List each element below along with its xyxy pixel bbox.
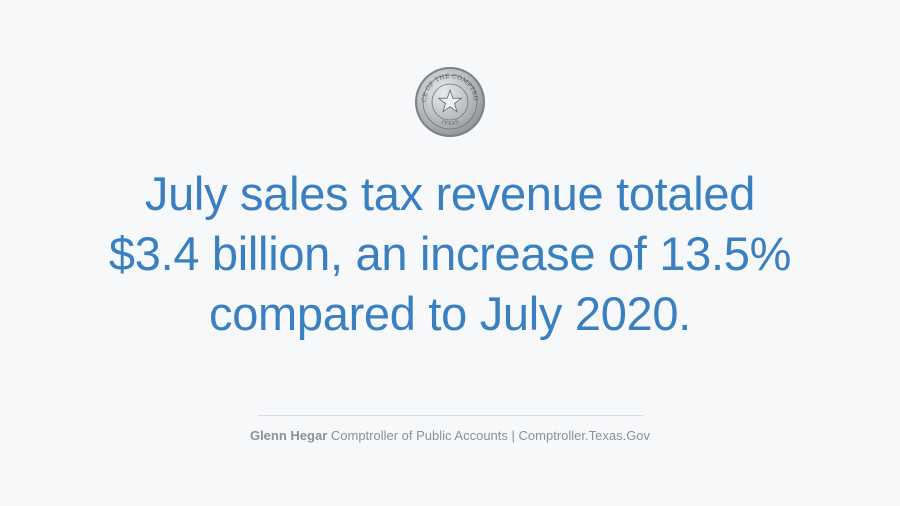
footer: Glenn Hegar Comptroller of Public Accoun…	[180, 428, 720, 443]
footer-separator: |	[511, 428, 515, 443]
headline: July sales tax revenue totaled $3.4 bill…	[40, 164, 860, 344]
footer-title: Comptroller of Public Accounts	[330, 428, 508, 443]
svg-text:TEXAS: TEXAS	[440, 119, 461, 127]
star-icon	[437, 88, 463, 113]
headline-line-3: compared to July 2020.	[209, 287, 691, 340]
headline-line-2: $3.4 billion, an increase of 13.5%	[108, 227, 792, 280]
headline-line-1: July sales tax revenue totaled	[144, 167, 756, 220]
seal-bottom-text: TEXAS	[440, 119, 460, 127]
footer-website: Comptroller.Texas.Gov	[518, 428, 651, 443]
footer-name: Glenn Hegar	[249, 428, 328, 443]
divider	[258, 415, 643, 416]
comptroller-seal-icon: OFFICE OF THE COMPTROLLER TEXAS	[414, 66, 485, 137]
